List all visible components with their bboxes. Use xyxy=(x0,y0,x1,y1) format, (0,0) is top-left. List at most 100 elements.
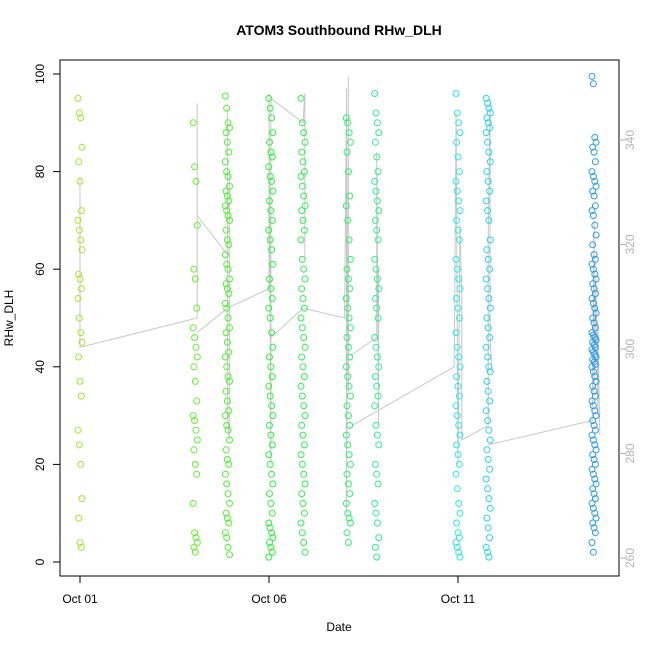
trace-line-5 xyxy=(488,220,601,446)
data-point xyxy=(453,138,461,146)
data-point xyxy=(297,94,305,102)
data-point xyxy=(298,255,306,263)
data-point xyxy=(371,90,379,97)
data-point xyxy=(75,109,83,117)
data-point xyxy=(266,173,274,180)
data-point xyxy=(373,353,381,361)
data-point xyxy=(269,129,277,137)
data-point xyxy=(482,343,490,351)
data-point xyxy=(591,221,599,229)
data-point xyxy=(371,499,379,507)
data-point xyxy=(484,207,492,215)
data-point xyxy=(191,163,199,171)
data-point xyxy=(222,446,230,454)
data-point xyxy=(453,216,461,224)
data-point xyxy=(456,207,464,215)
data-point xyxy=(372,509,380,517)
data-point xyxy=(189,499,197,507)
data-point xyxy=(266,392,274,400)
data-point xyxy=(373,470,381,478)
data-point xyxy=(486,368,494,376)
data-point xyxy=(455,275,463,283)
data-point xyxy=(265,382,273,390)
data-point xyxy=(223,480,231,488)
data-point xyxy=(486,465,494,473)
data-point xyxy=(589,519,597,527)
data-point xyxy=(591,133,599,141)
data-point xyxy=(226,324,233,332)
data-point xyxy=(484,417,492,424)
data-point xyxy=(346,460,354,468)
data-point xyxy=(226,377,233,385)
data-point xyxy=(591,202,599,210)
y-axis: 0 20 40 60 80 100 xyxy=(33,64,60,565)
data-point xyxy=(484,99,492,107)
data-point xyxy=(192,426,200,434)
data-point xyxy=(298,148,306,156)
data-point xyxy=(589,436,597,444)
data-point xyxy=(191,548,199,556)
data-point xyxy=(221,470,229,478)
data-point xyxy=(191,275,199,283)
data-point xyxy=(266,421,273,429)
data-point xyxy=(591,177,599,185)
data-point xyxy=(343,334,351,341)
data-point xyxy=(226,436,233,444)
data-point xyxy=(268,114,276,122)
data-point xyxy=(78,143,86,151)
data-point xyxy=(453,373,461,381)
data-point xyxy=(298,207,306,215)
data-point xyxy=(592,309,600,317)
data-point xyxy=(588,539,596,546)
data-point xyxy=(226,499,233,507)
data-point xyxy=(589,265,597,273)
data-point xyxy=(590,456,598,463)
data-point xyxy=(193,470,201,478)
data-point xyxy=(223,236,231,244)
data-point xyxy=(299,499,307,507)
data-point xyxy=(221,299,229,307)
data-point xyxy=(346,192,354,200)
data-point xyxy=(298,392,306,400)
data-point xyxy=(266,138,273,146)
data-point xyxy=(372,187,380,195)
data-point xyxy=(266,236,274,244)
data-point xyxy=(592,275,600,283)
data-point xyxy=(298,324,306,332)
x-tick-label: Oct 06 xyxy=(251,592,287,606)
data-point xyxy=(193,353,201,361)
data-point xyxy=(373,119,381,127)
data-point xyxy=(485,363,493,371)
data-point xyxy=(371,402,379,410)
data-point xyxy=(221,158,229,166)
data-point xyxy=(225,290,233,298)
data-point xyxy=(75,314,83,322)
data-point xyxy=(454,529,462,537)
data-point xyxy=(223,104,231,112)
data-point xyxy=(454,451,462,459)
data-point xyxy=(267,543,275,551)
data-point xyxy=(589,173,597,180)
data-point xyxy=(374,314,382,322)
data-point xyxy=(588,499,596,507)
data-point xyxy=(192,534,200,542)
data-point xyxy=(346,255,354,263)
data-point xyxy=(486,109,494,117)
data-point xyxy=(77,207,85,215)
data-point xyxy=(453,295,461,302)
data-point xyxy=(589,241,597,249)
data-point xyxy=(224,314,232,322)
data-point xyxy=(225,148,233,156)
data-point xyxy=(589,299,597,307)
data-point xyxy=(588,397,596,405)
data-point xyxy=(453,109,461,117)
data-point xyxy=(590,251,598,259)
data-point xyxy=(299,363,307,371)
data-point xyxy=(455,392,463,400)
data-point xyxy=(371,295,379,302)
y-tick-label: 100 xyxy=(33,64,47,84)
data-point xyxy=(193,397,201,405)
data-point xyxy=(226,124,233,132)
data-point xyxy=(266,353,273,361)
data-point xyxy=(225,197,233,205)
